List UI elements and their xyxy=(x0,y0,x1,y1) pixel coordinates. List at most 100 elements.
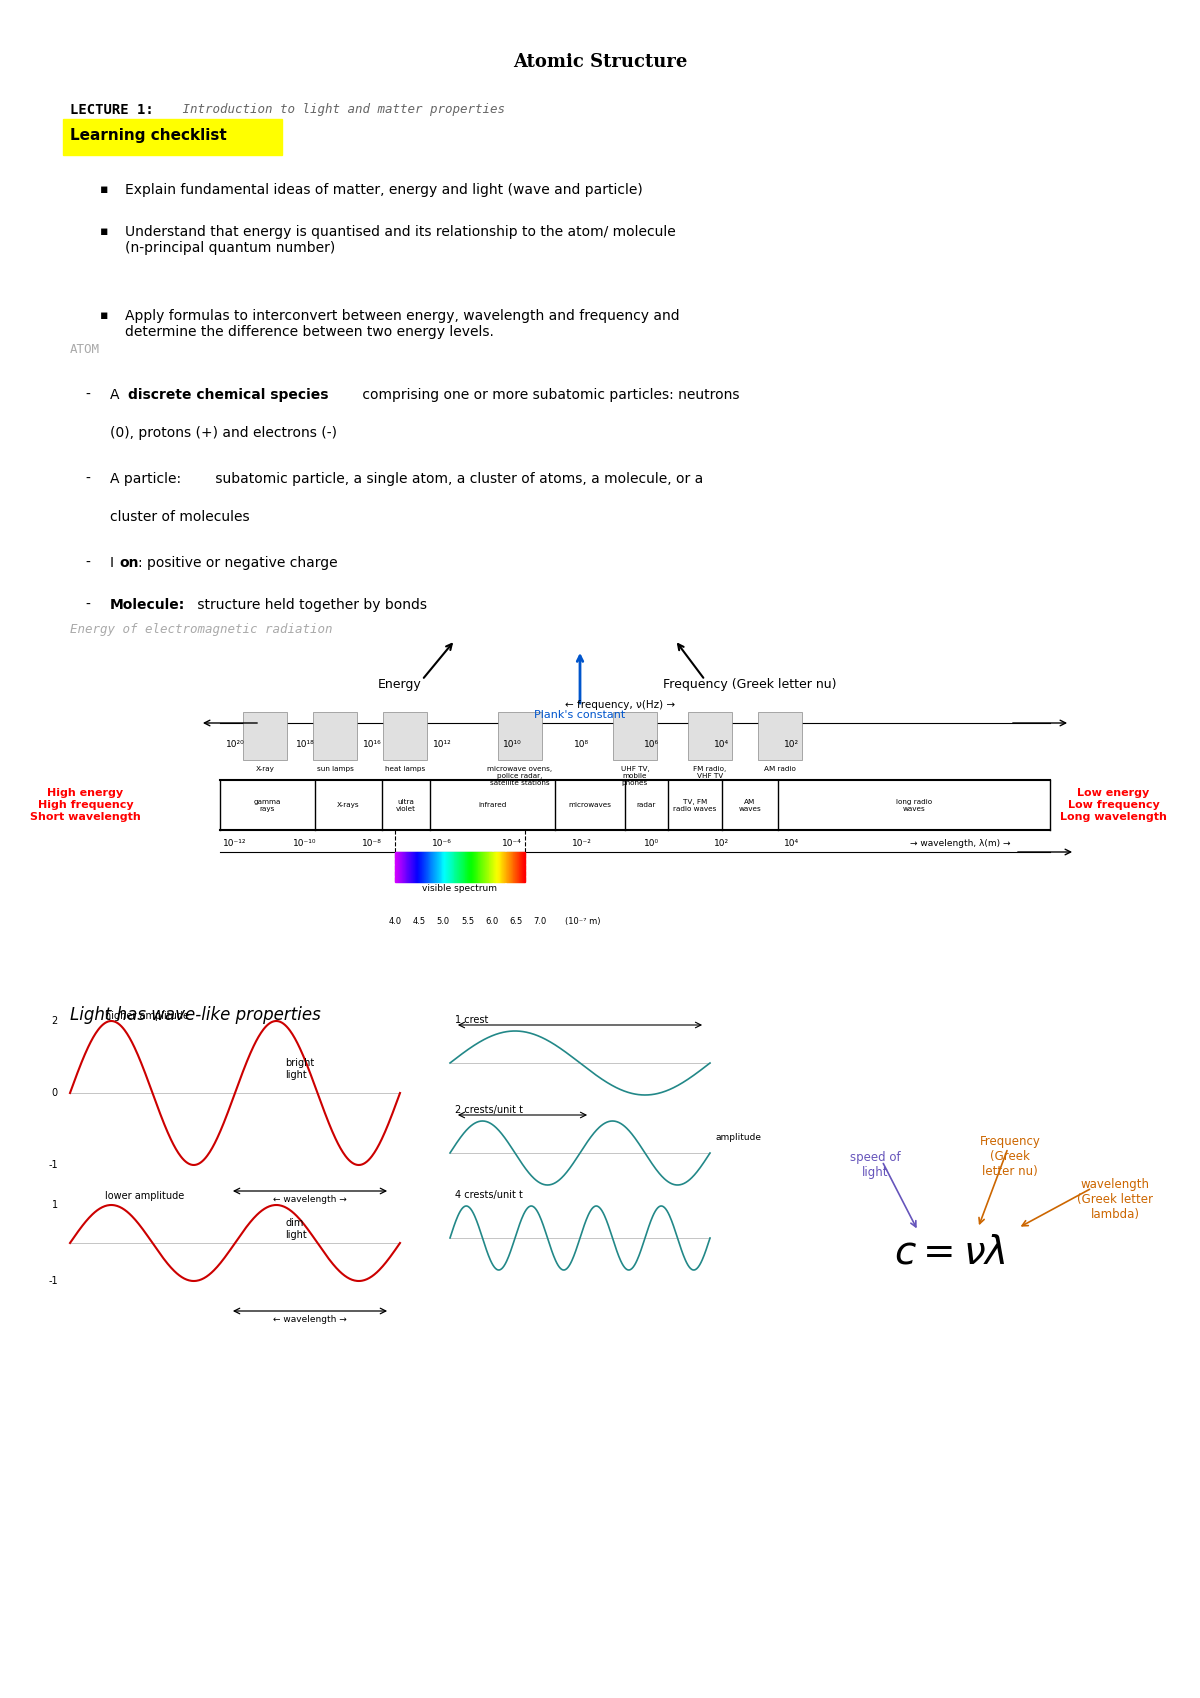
Text: 5.5: 5.5 xyxy=(461,917,474,925)
Text: -: - xyxy=(85,598,90,611)
Text: ← frequency, ν(Hz) →: ← frequency, ν(Hz) → xyxy=(565,700,676,710)
Text: microwaves: microwaves xyxy=(569,801,612,808)
Text: Light has wave-like properties: Light has wave-like properties xyxy=(70,1005,320,1024)
Text: 10⁶: 10⁶ xyxy=(644,740,660,749)
Text: radar: radar xyxy=(637,801,656,808)
Text: -1: -1 xyxy=(48,1160,58,1170)
Text: 10¹⁰: 10¹⁰ xyxy=(503,740,521,749)
Text: 10⁻⁶: 10⁻⁶ xyxy=(432,839,452,847)
Text: 10⁻¹²: 10⁻¹² xyxy=(223,839,247,847)
Text: speed of
light: speed of light xyxy=(850,1151,900,1178)
Text: infrared: infrared xyxy=(479,801,506,808)
Text: TV, FM
radio waves: TV, FM radio waves xyxy=(673,798,716,812)
Text: discrete chemical species: discrete chemical species xyxy=(128,389,329,402)
Text: 10¹²: 10¹² xyxy=(433,740,451,749)
Text: X-ray: X-ray xyxy=(256,766,275,773)
Text: bright
light: bright light xyxy=(286,1058,314,1080)
Text: 4 crests/unit t: 4 crests/unit t xyxy=(455,1190,523,1200)
Text: ▪: ▪ xyxy=(100,309,108,323)
Text: 0: 0 xyxy=(52,1088,58,1099)
Bar xyxy=(242,711,287,761)
Text: 10⁸: 10⁸ xyxy=(575,740,589,749)
Text: (0), protons (+) and electrons (-): (0), protons (+) and electrons (-) xyxy=(110,426,337,440)
Text: 2 crests/unit t: 2 crests/unit t xyxy=(455,1105,523,1116)
Text: 10⁴: 10⁴ xyxy=(785,839,799,847)
Text: -: - xyxy=(85,555,90,571)
Text: A: A xyxy=(110,389,124,402)
Text: 4.5: 4.5 xyxy=(413,917,426,925)
Text: dim
light: dim light xyxy=(286,1217,307,1240)
Text: 1 crest: 1 crest xyxy=(455,1015,488,1026)
Text: 10⁴: 10⁴ xyxy=(714,740,730,749)
Text: I: I xyxy=(110,555,114,571)
Bar xyxy=(688,711,732,761)
Text: 10⁻⁸: 10⁻⁸ xyxy=(362,839,382,847)
Text: Frequency (Greek letter nu): Frequency (Greek letter nu) xyxy=(664,678,836,691)
Text: 10⁻²: 10⁻² xyxy=(572,839,592,847)
Text: AM
waves: AM waves xyxy=(739,798,761,812)
Text: 10²⁰: 10²⁰ xyxy=(226,740,245,749)
Bar xyxy=(613,711,658,761)
Text: Frequency
(Greek
letter nu): Frequency (Greek letter nu) xyxy=(979,1134,1040,1178)
Text: → wavelength, λ(m) →: → wavelength, λ(m) → xyxy=(910,839,1010,847)
FancyBboxPatch shape xyxy=(64,119,282,155)
Text: sun lamps: sun lamps xyxy=(317,766,354,773)
Text: Energy of electromagnetic radiation: Energy of electromagnetic radiation xyxy=(70,623,332,637)
Text: High energy
High frequency
Short wavelength: High energy High frequency Short wavelen… xyxy=(30,788,140,822)
Text: $c = \nu\lambda$: $c = \nu\lambda$ xyxy=(894,1233,1006,1272)
Text: 6.0: 6.0 xyxy=(485,917,498,925)
Text: -: - xyxy=(85,389,90,402)
Text: Learning checklist: Learning checklist xyxy=(70,127,227,143)
Text: microwave ovens,
police radar,
satellite stations: microwave ovens, police radar, satellite… xyxy=(487,766,552,786)
Text: -: - xyxy=(85,472,90,486)
Text: 4.0: 4.0 xyxy=(389,917,402,925)
Text: UHF TV,
mobile
phones: UHF TV, mobile phones xyxy=(620,766,649,786)
Text: structure held together by bonds: structure held together by bonds xyxy=(193,598,427,611)
Text: ▪: ▪ xyxy=(100,226,108,238)
Text: 10¹⁸: 10¹⁸ xyxy=(295,740,314,749)
Text: 10⁻⁴: 10⁻⁴ xyxy=(502,839,522,847)
Text: AM radio: AM radio xyxy=(764,766,796,773)
Text: Apply formulas to interconvert between energy, wavelength and frequency and
dete: Apply formulas to interconvert between e… xyxy=(125,309,679,340)
Text: lower amplitude: lower amplitude xyxy=(106,1190,185,1200)
Text: (10⁻⁷ m): (10⁻⁷ m) xyxy=(565,917,600,925)
Text: X-rays: X-rays xyxy=(337,801,360,808)
Text: Introduction to light and matter properties: Introduction to light and matter propert… xyxy=(175,104,505,115)
Text: 7.0: 7.0 xyxy=(533,917,547,925)
Text: Atomic Structure: Atomic Structure xyxy=(512,53,688,71)
Text: ▪: ▪ xyxy=(100,183,108,195)
Text: 6.5: 6.5 xyxy=(509,917,522,925)
Text: 10⁻¹⁰: 10⁻¹⁰ xyxy=(293,839,317,847)
Text: 10¹⁶: 10¹⁶ xyxy=(362,740,382,749)
Text: subatomic particle, a single atom, a cluster of atoms, a molecule, or a: subatomic particle, a single atom, a clu… xyxy=(211,472,703,486)
Text: ultra
violet: ultra violet xyxy=(396,798,416,812)
Text: 1: 1 xyxy=(52,1200,58,1211)
Text: long radio
waves: long radio waves xyxy=(896,798,932,812)
Text: 5.0: 5.0 xyxy=(437,917,450,925)
Text: 2: 2 xyxy=(52,1015,58,1026)
Text: Plank's constant: Plank's constant xyxy=(534,710,625,720)
Text: ATOM: ATOM xyxy=(70,343,100,357)
Text: on: on xyxy=(119,555,139,571)
Bar xyxy=(383,711,427,761)
Text: FM radio,
VHF TV: FM radio, VHF TV xyxy=(694,766,727,779)
Text: heat lamps: heat lamps xyxy=(385,766,425,773)
Text: 10²: 10² xyxy=(714,839,730,847)
Text: Explain fundamental ideas of matter, energy and light (wave and particle): Explain fundamental ideas of matter, ene… xyxy=(125,183,643,197)
Text: : positive or negative charge: : positive or negative charge xyxy=(138,555,337,571)
Text: -1: -1 xyxy=(48,1275,58,1285)
Text: ← wavelength →: ← wavelength → xyxy=(274,1195,347,1204)
Text: LECTURE 1:: LECTURE 1: xyxy=(70,104,154,117)
Bar xyxy=(313,711,358,761)
Text: Molecule:: Molecule: xyxy=(110,598,185,611)
Text: Understand that energy is quantised and its relationship to the atom/ molecule
(: Understand that energy is quantised and … xyxy=(125,226,676,255)
Bar xyxy=(758,711,802,761)
Bar xyxy=(498,711,542,761)
Text: wavelength
(Greek letter
lambda): wavelength (Greek letter lambda) xyxy=(1078,1178,1153,1221)
Text: Energy: Energy xyxy=(378,678,422,691)
Text: amplitude: amplitude xyxy=(715,1133,761,1143)
Text: 10²: 10² xyxy=(785,740,799,749)
Text: A particle:: A particle: xyxy=(110,472,181,486)
Text: cluster of molecules: cluster of molecules xyxy=(110,509,250,525)
Text: visible spectrum: visible spectrum xyxy=(422,885,498,893)
